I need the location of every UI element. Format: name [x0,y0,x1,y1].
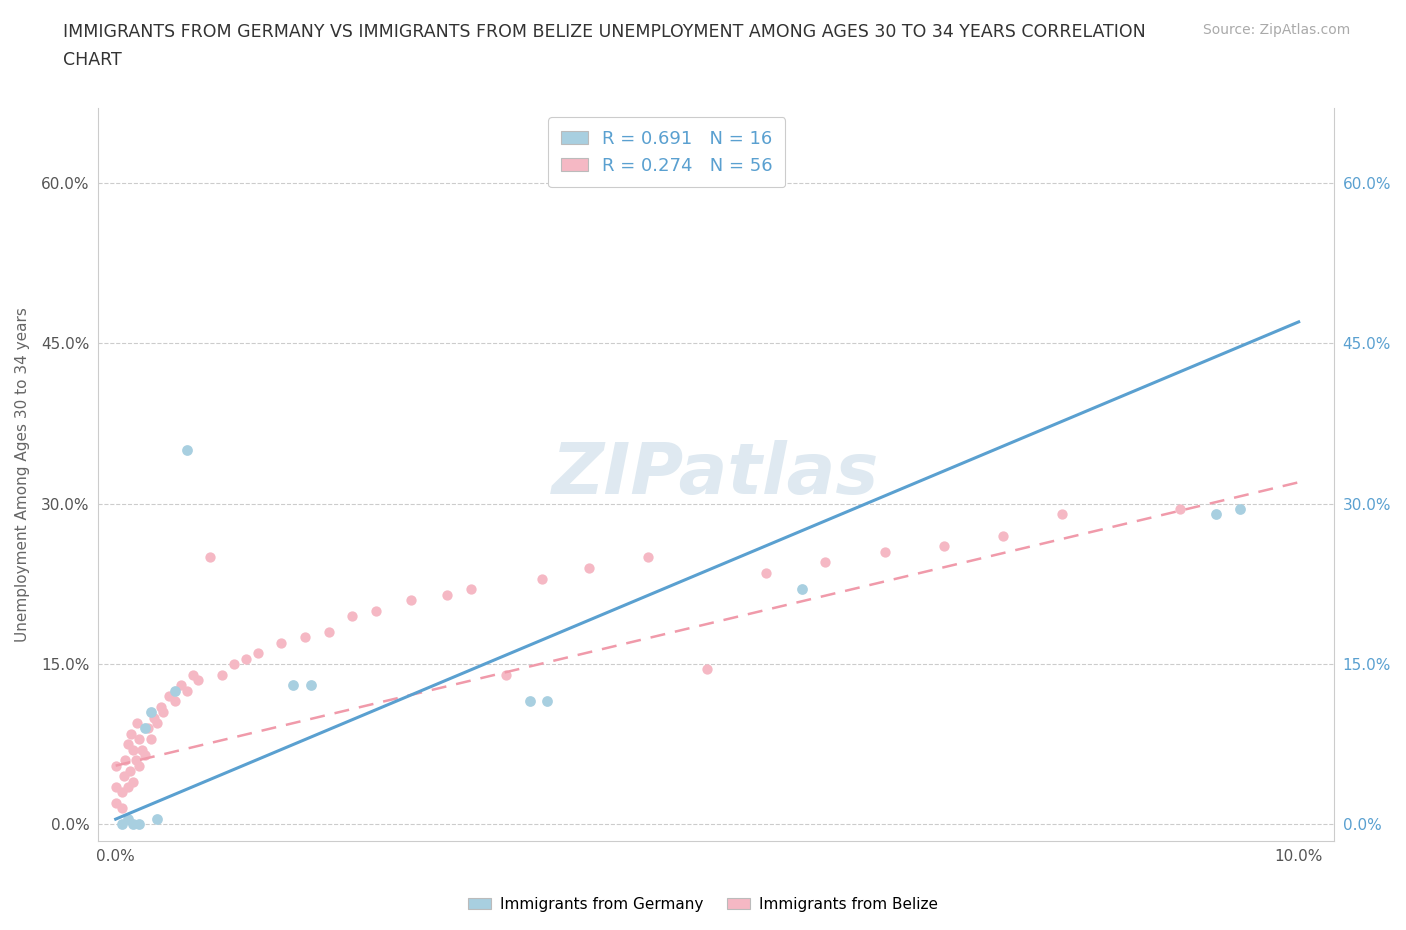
Point [181,668,204,683]
Point [270,635,292,650]
Point [134,748,156,763]
Legend: Immigrants from Germany, Immigrants from Belize: Immigrants from Germany, Immigrants from… [463,891,943,918]
Point [141,705,163,720]
Point [696,662,718,677]
Point [110,785,132,800]
Point [342,608,364,623]
Point [401,592,423,607]
Point [1170,501,1192,516]
Point [110,817,132,832]
Point [136,721,159,736]
Text: CHART: CHART [63,51,122,69]
Point [495,668,517,683]
Point [125,715,148,730]
Point [222,657,245,671]
Point [176,684,198,698]
Point [637,550,659,565]
Point [530,571,553,586]
Point [200,550,222,565]
Text: IMMIGRANTS FROM GERMANY VS IMMIGRANTS FROM BELIZE UNEMPLOYMENT AMONG AGES 30 TO : IMMIGRANTS FROM GERMANY VS IMMIGRANTS FR… [63,23,1146,41]
Point [299,678,322,693]
Point [141,732,163,747]
Point [814,555,837,570]
Point [131,742,153,757]
Point [152,705,174,720]
Point [114,753,136,768]
Point [246,646,269,661]
Point [128,817,150,832]
Point [519,694,541,709]
Point [211,668,233,683]
Point [118,764,141,778]
Point [170,678,193,693]
Text: Source: ZipAtlas.com: Source: ZipAtlas.com [1202,23,1350,37]
Y-axis label: Unemployment Among Ages 30 to 34 years: Unemployment Among Ages 30 to 34 years [15,307,30,642]
Point [134,721,156,736]
Point [117,737,139,751]
Point [122,817,145,832]
Point [460,582,482,597]
Point [125,753,148,768]
Point [117,779,139,794]
Point [146,812,169,827]
Point [1205,507,1227,522]
Point [176,443,198,458]
Point [157,689,180,704]
Point [281,678,304,693]
Point [104,779,127,794]
Point [104,758,127,773]
Point [110,801,132,816]
Point [163,684,186,698]
Point [1050,507,1073,522]
Point [142,711,165,725]
Point [163,694,186,709]
Point [991,528,1014,543]
Point [128,732,150,747]
Point [122,742,145,757]
Text: ZIPatlas: ZIPatlas [553,440,880,509]
Point [578,561,600,576]
Point [122,775,145,790]
Point [755,565,778,580]
Point [187,672,209,687]
Point [1229,501,1251,516]
Point [873,544,896,559]
Point [932,539,955,554]
Point [235,651,257,666]
Point [436,587,458,602]
Legend: R = 0.691   N = 16, R = 0.274   N = 56: R = 0.691 N = 16, R = 0.274 N = 56 [548,117,786,187]
Point [128,758,150,773]
Point [536,694,558,709]
Point [112,769,135,784]
Point [790,582,813,597]
Point [120,726,142,741]
Point [104,796,127,811]
Point [364,604,387,618]
Point [146,715,169,730]
Point [149,699,172,714]
Point [318,625,340,640]
Point [117,812,139,827]
Point [294,630,316,644]
